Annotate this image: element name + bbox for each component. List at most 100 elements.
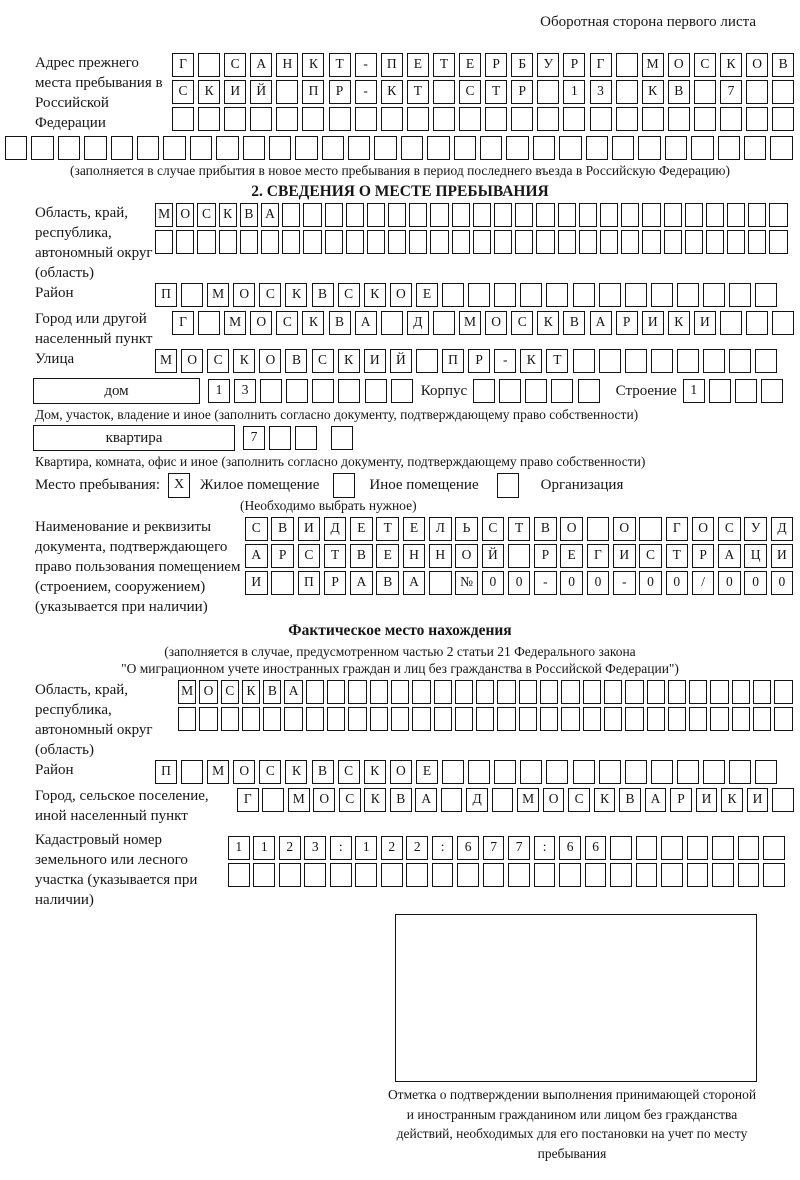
char-box (772, 80, 795, 104)
char-box (693, 80, 716, 104)
char-box (572, 760, 595, 784)
char-box: Е (560, 544, 583, 568)
char-box (520, 760, 543, 784)
char-box (269, 426, 292, 450)
page-side-note: Оборотная сторона первого листа (540, 14, 756, 30)
char-box (473, 379, 496, 403)
char-box (667, 680, 687, 704)
char-box: М (641, 53, 664, 77)
char-box: / (691, 571, 715, 595)
char-box: 7 (243, 426, 265, 450)
char-box (440, 788, 463, 812)
char-box: Й (481, 544, 505, 568)
char-box (430, 203, 449, 227)
char-box: П (297, 571, 321, 595)
char-box (338, 379, 361, 403)
char-box (499, 379, 522, 403)
char-box: В (350, 544, 373, 568)
char-box: И (363, 349, 386, 373)
char-box (515, 230, 534, 254)
city-label: Город или другой населенный пункт (35, 311, 153, 347)
char-box: В (667, 80, 690, 104)
char-box (218, 230, 237, 254)
char-box (497, 707, 516, 731)
char-box (731, 707, 751, 731)
char-box (676, 760, 699, 784)
char-box (454, 680, 474, 704)
char-box (532, 136, 556, 160)
char-box (559, 136, 582, 160)
char-box (369, 680, 388, 704)
char-box (271, 571, 294, 595)
char-box: В (619, 788, 641, 812)
char-box: К (721, 788, 743, 812)
char-box (611, 136, 635, 160)
char-box: 0 (560, 571, 583, 595)
char-box: С (511, 311, 534, 335)
char-box (507, 544, 531, 568)
char-box (431, 863, 454, 887)
char-box (686, 836, 709, 860)
actual-location-caption1: (заполняется в случае, предусмотренном ч… (164, 644, 636, 659)
char-box: М (224, 311, 247, 335)
char-box: - (494, 349, 517, 373)
char-box (753, 707, 772, 731)
char-box: А (644, 788, 667, 812)
apartment-extra-cell (331, 426, 357, 450)
char-box: Ь (455, 517, 478, 541)
char-box (380, 107, 403, 131)
char-box (578, 203, 597, 227)
char-box (303, 203, 322, 227)
char-box (585, 136, 608, 160)
char-box: Д (323, 517, 347, 541)
char-box (198, 107, 221, 131)
char-box (702, 760, 725, 784)
char-box (415, 349, 438, 373)
char-box: 0 (744, 571, 767, 595)
char-box (584, 863, 607, 887)
char-box: В (285, 349, 308, 373)
option-residential-label: Жилое помещение (200, 477, 320, 493)
char-box (603, 680, 623, 704)
char-box (719, 311, 742, 335)
char-box: 7 (482, 836, 505, 860)
char-box: О (313, 788, 336, 812)
char-box: - (534, 571, 557, 595)
char-box: М (207, 760, 230, 784)
char-box (676, 349, 699, 373)
char-box (546, 760, 569, 784)
char-box (250, 107, 273, 131)
cadastre-row2 (228, 863, 789, 887)
char-box: О (455, 544, 478, 568)
char-box: В (328, 311, 351, 335)
char-box (476, 707, 495, 731)
char-box (684, 230, 703, 254)
char-box: О (389, 283, 412, 307)
char-box: С (297, 544, 321, 568)
char-box (615, 53, 638, 77)
char-box (537, 80, 560, 104)
char-box: : (533, 836, 556, 860)
char-box (772, 788, 794, 812)
char-box: Б (511, 53, 534, 77)
char-box: Р (468, 349, 491, 373)
char-box: С (459, 80, 482, 104)
char-box (621, 203, 640, 227)
char-box (84, 136, 107, 160)
prev-address-block: Адрес прежнего места пребывания в Россий… (0, 53, 800, 133)
char-box: Т (665, 544, 689, 568)
char-box: С (207, 349, 230, 373)
char-box (638, 136, 661, 160)
char-box (586, 517, 610, 541)
char-box: В (311, 283, 334, 307)
char-box: 0 (770, 571, 794, 595)
char-box: Р (328, 80, 351, 104)
char-box: 6 (559, 836, 581, 860)
char-box: Т (376, 517, 399, 541)
char-box (476, 680, 495, 704)
char-box (719, 107, 742, 131)
char-box (710, 707, 729, 731)
